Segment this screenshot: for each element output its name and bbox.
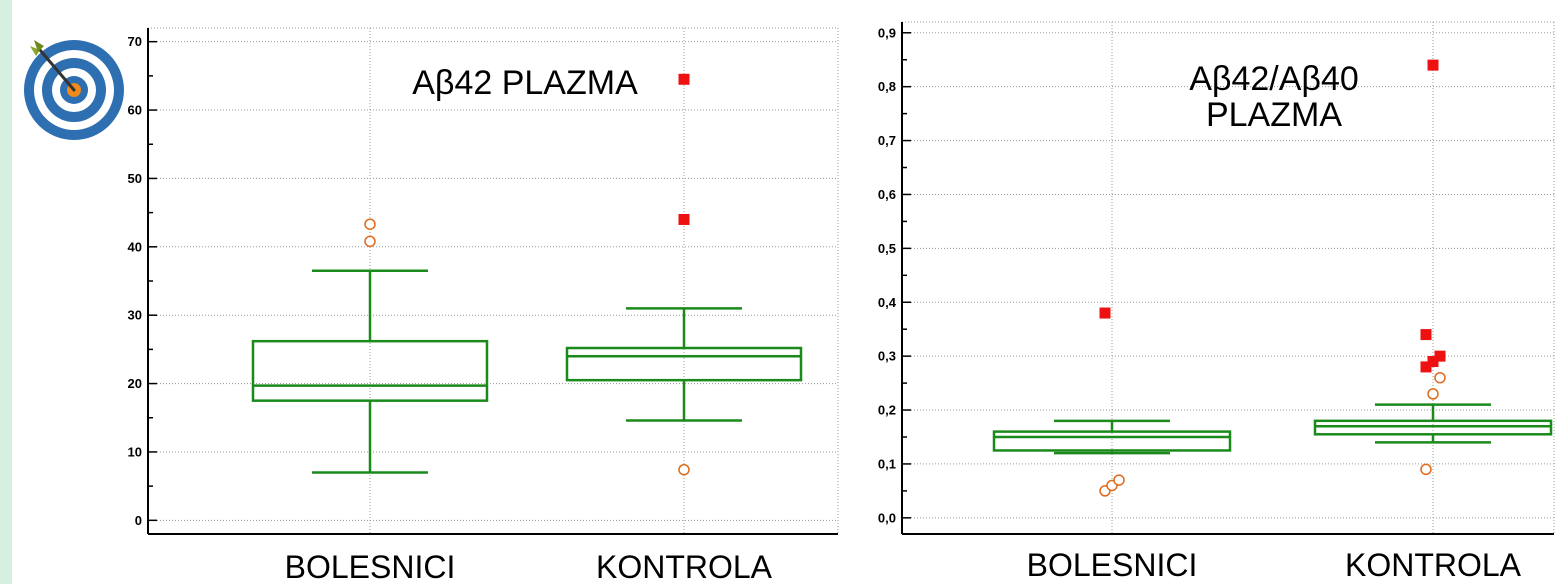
y-tick-label: 40 (128, 239, 142, 254)
y-tick-label: 0,8 (878, 79, 896, 94)
far-outlier-point (1099, 307, 1111, 319)
far-outlier-point (1427, 356, 1439, 368)
y-tick-label: 50 (128, 171, 142, 186)
outlier-point (1420, 463, 1432, 476)
far-outlier-point (678, 73, 690, 85)
chart-abeta42-40-plasma: 0,0 0,1 0,2 0,3 0,4 0,5 0,6 0,7 0,8 0,9 Aβ42/Aβ40 P… (878, 21, 1555, 583)
y-tick-label: 0,7 (878, 133, 896, 148)
y-tick-label: 0 (135, 513, 142, 528)
category-label: BOLESNICI (1027, 547, 1198, 583)
category-label: KONTROLA (1345, 547, 1522, 583)
y-tick-label: 10 (128, 444, 142, 459)
far-outlier-point (1420, 329, 1432, 341)
y-tick-label: 0,1 (878, 456, 896, 471)
far-outlier-point (1434, 350, 1446, 362)
y-tick-label: 0,3 (878, 349, 896, 364)
box-iqr (992, 430, 1232, 452)
y-tick-label: 0,9 (878, 25, 896, 40)
target-arrow-icon (24, 40, 124, 140)
y-tick-label: 60 (128, 103, 142, 118)
outlier-point (364, 218, 376, 230)
outlier-point (1427, 388, 1439, 400)
outlier-point (1113, 474, 1125, 486)
outlier-point (1434, 371, 1446, 384)
y-tick-label: 0,0 (878, 510, 896, 525)
chart-title-line: Aβ42 PLAZMA (412, 64, 638, 102)
far-outlier-point (678, 213, 690, 225)
left-accent-strip (0, 0, 12, 584)
chart-title-line: Aβ42/Aβ40 (1189, 60, 1359, 98)
y-tick-label: 30 (128, 308, 142, 323)
chart-title: Aβ42/Aβ40 PLAZMA (1189, 60, 1359, 134)
y-tick-label: 0,4 (878, 295, 897, 310)
chart-title: Aβ42 PLAZMA (412, 64, 638, 102)
y-tick-label: 0,6 (878, 187, 896, 202)
outlier-point (364, 235, 376, 248)
y-tick-label: 70 (128, 34, 142, 49)
chart-abeta42-plasma: 0 10 20 30 40 50 60 70 Aβ42 PLAZMA BOLESNICI KONTR… (128, 27, 839, 584)
chart-title-line: PLAZMA (1206, 96, 1342, 134)
y-tick-label: 20 (128, 376, 142, 391)
y-tick-label: 0,2 (878, 403, 896, 418)
category-label: KONTROLA (596, 549, 773, 584)
category-label: BOLESNICI (285, 549, 456, 584)
y-tick-label: 0,5 (878, 241, 896, 256)
far-outlier-point (1420, 361, 1432, 373)
far-outlier-point (1427, 59, 1439, 71)
outlier-point (678, 463, 690, 476)
